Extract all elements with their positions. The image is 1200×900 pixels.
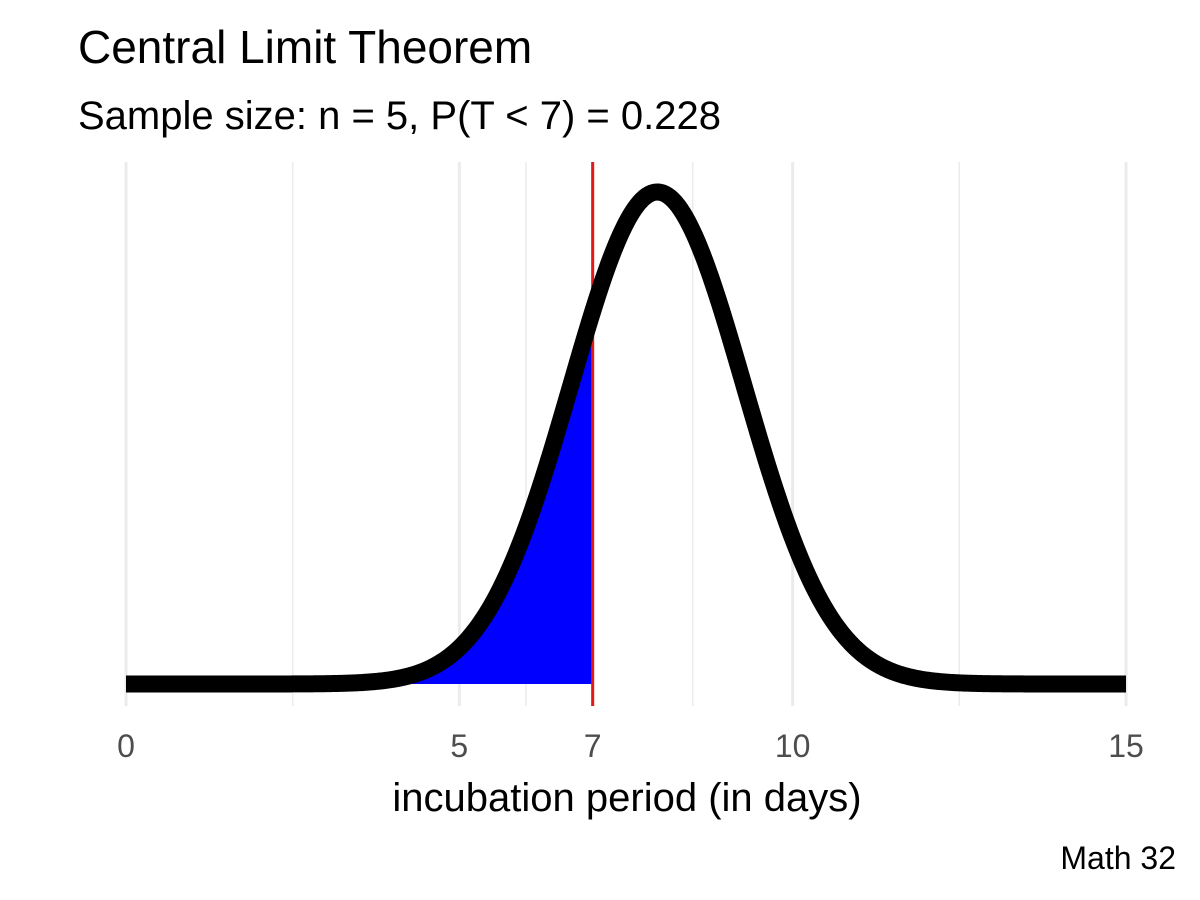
chart-subtitle: Sample size: n = 5, P(T < 7) = 0.228: [78, 94, 721, 138]
major-gridlines: [124, 162, 1128, 706]
x-tick-label: 5: [450, 728, 468, 764]
shaded-probability-area: [126, 311, 593, 684]
caption: Math 32: [1060, 840, 1176, 876]
x-axis-title: incubation period (in days): [392, 776, 861, 820]
x-tick-label: 15: [1108, 728, 1144, 764]
x-tick-label: 0: [117, 728, 135, 764]
x-tick-label: 7: [584, 728, 602, 764]
x-tick-label: 10: [775, 728, 811, 764]
density-curve: [119, 183, 1133, 693]
x-tick-labels: 0 5 7 10 15: [117, 728, 1144, 764]
chart-title: Central Limit Theorem: [78, 21, 533, 73]
minor-gridlines: [291, 162, 961, 706]
